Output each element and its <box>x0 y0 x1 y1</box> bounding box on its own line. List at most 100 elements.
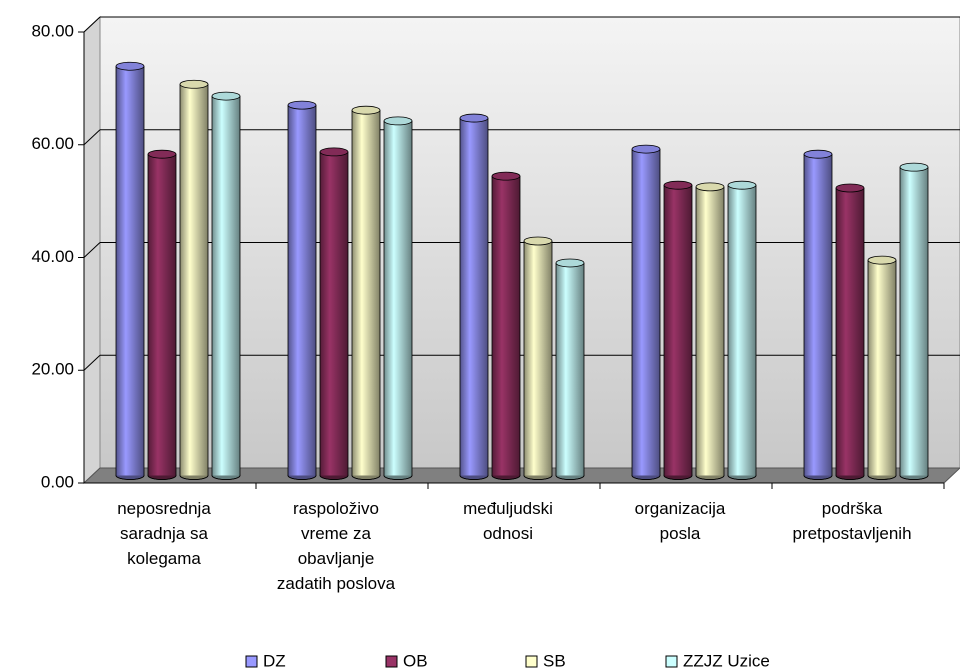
bar-body <box>384 120 412 476</box>
y-tick-label: 80.00 <box>31 21 74 40</box>
bar-top <box>899 162 929 172</box>
legend-label: SB <box>543 651 566 670</box>
bar-top <box>459 113 489 123</box>
bar <box>835 183 865 480</box>
x-tick-label: međuljudski odnosi <box>463 499 553 543</box>
bar-body <box>352 110 380 476</box>
bar-body <box>320 151 348 476</box>
bar-outline <box>147 154 177 480</box>
bar <box>555 258 585 480</box>
bar-outline <box>491 176 521 480</box>
grid-line <box>83 242 101 258</box>
bar <box>383 116 413 480</box>
grid-line <box>83 129 101 146</box>
bar-top <box>491 171 521 181</box>
bar-body <box>696 186 724 476</box>
bar <box>663 180 693 480</box>
bar-outline <box>287 105 317 480</box>
bar <box>491 171 521 480</box>
bar <box>351 105 381 480</box>
bar-body <box>556 262 584 476</box>
y-tick-label: 20.00 <box>31 360 74 379</box>
bar-outline <box>727 185 757 480</box>
bar <box>727 180 757 480</box>
bar-body <box>288 105 316 476</box>
bar-outline <box>115 66 145 480</box>
bar-outline <box>695 186 725 480</box>
bar-top <box>211 91 241 101</box>
bar-outline <box>319 151 349 480</box>
bar-body <box>180 84 208 476</box>
bar-outline <box>899 167 929 480</box>
bar-top <box>383 116 413 126</box>
y-tick-label: 60.00 <box>31 134 74 153</box>
bar-outline <box>835 187 865 480</box>
bar-body <box>492 176 520 476</box>
bar-body <box>900 167 928 476</box>
bar-outline <box>351 110 381 480</box>
bar-body <box>804 154 832 476</box>
x-tick-label: raspoloživo vreme za obavljanje zadatih … <box>276 499 396 593</box>
bar-body <box>836 187 864 476</box>
x-tick-label: neposrednja saradnja sa kolegama <box>117 499 211 568</box>
y-tick-label: 40.00 <box>31 247 74 266</box>
legend-swatch <box>245 655 258 668</box>
legend-swatch <box>385 655 398 668</box>
bar-outline <box>523 240 553 480</box>
bar-body <box>116 66 144 476</box>
bar <box>115 61 145 480</box>
bar-outline <box>459 118 489 480</box>
bar-top <box>555 258 585 268</box>
bar-top <box>631 144 661 154</box>
bar-top <box>867 255 897 265</box>
legend-label: OB <box>403 651 428 670</box>
bar <box>899 162 929 480</box>
x-tick-label: podrška pretpostavljenih <box>792 499 912 543</box>
bar-top <box>351 105 381 115</box>
bar <box>179 79 209 480</box>
legend-label: DZ <box>263 651 286 670</box>
bar-body <box>632 149 660 476</box>
legend-label: ZZJZ Uzice <box>683 651 770 670</box>
bar-body <box>868 260 896 476</box>
bar <box>319 147 349 480</box>
bar-outline <box>555 262 585 480</box>
bar-outline <box>663 185 693 480</box>
bar-top <box>319 147 349 157</box>
bar-top <box>663 180 693 190</box>
x-tick-label: organizacija posla <box>634 499 726 543</box>
bar <box>459 113 489 480</box>
y-tick-label: 0.00 <box>41 472 74 491</box>
bar-top <box>179 79 209 89</box>
bar-body <box>212 96 240 476</box>
bar-top <box>695 182 725 192</box>
grid-line <box>83 354 101 371</box>
bar <box>867 255 897 480</box>
bar-outline <box>179 84 209 480</box>
bar-top <box>803 149 833 159</box>
bar <box>211 91 241 480</box>
bar-body <box>148 154 176 476</box>
bar <box>287 100 317 480</box>
bar-top <box>147 149 177 159</box>
bar-top <box>523 236 553 246</box>
bar-outline <box>383 120 413 480</box>
bar-body <box>728 185 756 476</box>
bar-top <box>835 183 865 193</box>
bar-outline <box>867 260 897 480</box>
grid-line <box>83 16 101 33</box>
bar <box>803 149 833 480</box>
bar-body <box>460 118 488 476</box>
bar-body <box>524 240 552 476</box>
bar-top <box>287 100 317 110</box>
bar <box>695 182 725 480</box>
bar <box>523 236 553 480</box>
bar-body <box>664 185 692 476</box>
bar <box>631 144 661 480</box>
legend-swatch <box>525 655 538 668</box>
bar <box>147 149 177 480</box>
legend-swatch <box>665 655 678 668</box>
bar-top <box>727 180 757 190</box>
